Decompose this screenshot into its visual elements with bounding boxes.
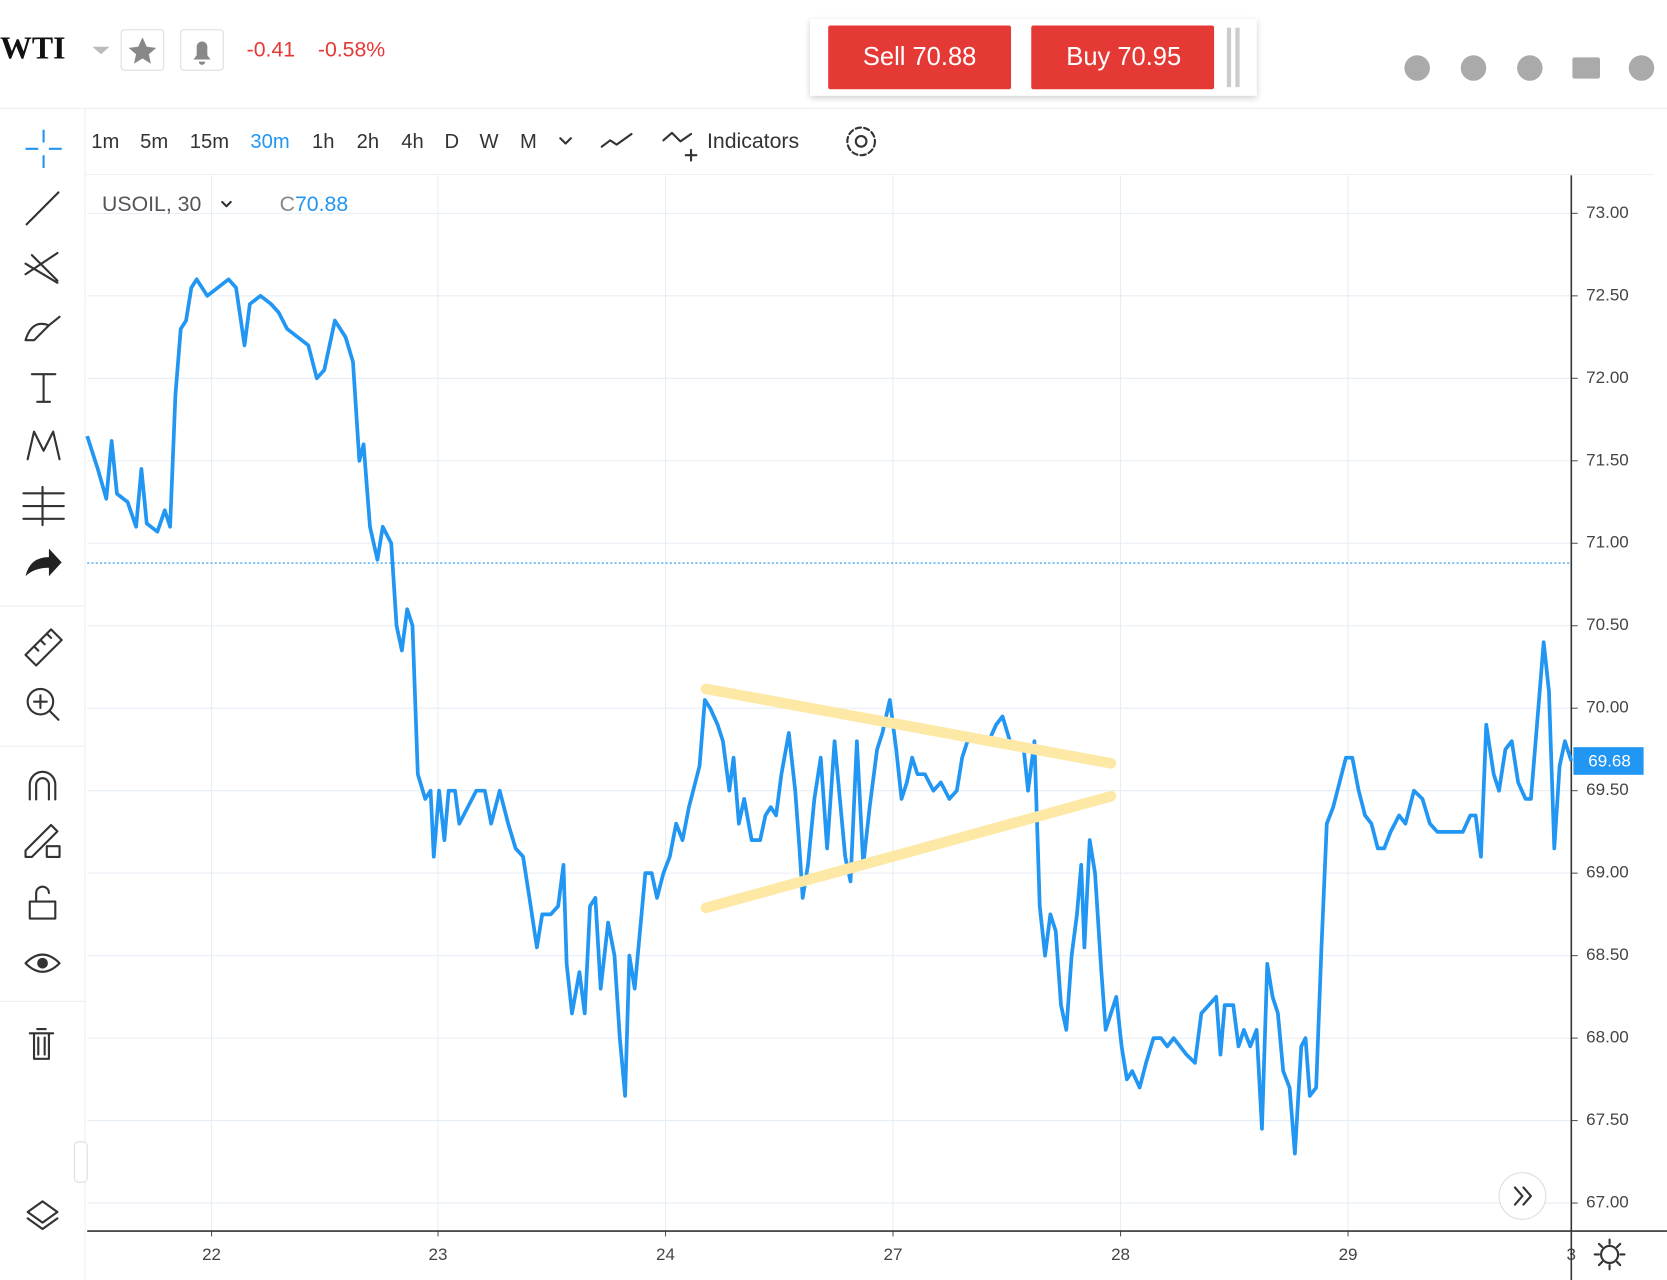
close-prefix: C xyxy=(280,192,295,216)
y-tick-label: 67.00 xyxy=(1586,1193,1629,1212)
last-price-label: 69.68 xyxy=(1588,752,1631,771)
y-tick-label: 71.50 xyxy=(1586,450,1629,469)
collapse-button[interactable] xyxy=(73,1141,88,1183)
scroll-to-realtime[interactable] xyxy=(1498,1172,1547,1220)
buy-button[interactable] xyxy=(1031,25,1215,90)
y-tick-label: 70.00 xyxy=(1586,698,1629,717)
timeframe-button[interactable]: 15m xyxy=(190,131,229,153)
layers-tool[interactable] xyxy=(26,1200,59,1231)
timeframe-button[interactable]: 2h xyxy=(357,131,379,153)
y-tick-label: 72.50 xyxy=(1586,285,1629,304)
text-tool[interactable] xyxy=(30,373,57,403)
timeframe-button-active[interactable]: 30m xyxy=(250,131,289,153)
drawing-toolbar xyxy=(0,108,88,1280)
lock-drawings-tool[interactable] xyxy=(24,823,61,858)
y-tick-label: 73.00 xyxy=(1586,203,1629,222)
magnet-tool[interactable] xyxy=(28,770,57,801)
crosshair-tool[interactable] xyxy=(25,129,62,168)
timeframe-dropdown[interactable] xyxy=(559,137,572,145)
symbol-dropdown[interactable] xyxy=(92,46,110,55)
drag-handle[interactable] xyxy=(1226,27,1240,88)
x-tick-label: 29 xyxy=(1339,1245,1358,1264)
triangle-drawing[interactable] xyxy=(700,683,1117,914)
axis-settings[interactable] xyxy=(1593,1238,1626,1271)
last-price-tag xyxy=(1573,747,1644,775)
x-tick-label: 28 xyxy=(1111,1245,1130,1264)
timeframe-button[interactable]: 5m xyxy=(140,131,168,153)
close-value: 70.88 xyxy=(295,192,348,216)
bell-icon xyxy=(193,41,211,65)
y-tick-label: 67.50 xyxy=(1586,1110,1629,1129)
compass-icon[interactable] xyxy=(1460,55,1487,81)
chart-type-button[interactable] xyxy=(600,132,633,148)
buy-label: Buy 70.95 xyxy=(1066,43,1181,71)
icon-tool[interactable] xyxy=(25,548,62,577)
timeframe-button[interactable]: 1h xyxy=(312,131,334,153)
sell-label: Sell 70.88 xyxy=(863,43,976,71)
indicators-icon xyxy=(662,131,698,162)
y-tick-label: 69.50 xyxy=(1586,780,1629,799)
chart-icon[interactable] xyxy=(1404,55,1430,81)
y-tick-label: 68.00 xyxy=(1586,1028,1629,1047)
y-tick-label: 68.50 xyxy=(1586,945,1629,964)
instrument-dropdown[interactable] xyxy=(221,200,232,208)
indicators-button[interactable]: Indicators xyxy=(707,129,799,153)
settings-button[interactable] xyxy=(846,126,877,157)
timeframe-button[interactable]: W xyxy=(480,131,499,153)
clock-icon[interactable] xyxy=(1517,55,1543,81)
timeframe-button[interactable]: M xyxy=(520,131,537,153)
star-icon xyxy=(128,37,157,64)
header: WTI -0.41 -0.58% Sell 70.88 Buy 70.95 xyxy=(0,19,1667,109)
price-change-percent: -0.58% xyxy=(318,38,385,62)
header-icons xyxy=(1404,55,1655,81)
x-tick-label: 23 xyxy=(429,1245,448,1264)
zoom-tool[interactable] xyxy=(26,687,60,721)
y-tick-label: 70.50 xyxy=(1586,615,1629,634)
y-tick-label: 69.00 xyxy=(1586,863,1629,882)
calendar-icon[interactable] xyxy=(1572,57,1601,79)
visibility-tool[interactable] xyxy=(24,953,61,973)
symbol: WTI xyxy=(0,30,66,65)
brush-tool[interactable] xyxy=(24,315,61,342)
prediction-tool[interactable] xyxy=(22,485,65,527)
timeframe-button[interactable]: 1m xyxy=(91,131,119,153)
fib-tool[interactable] xyxy=(24,251,59,284)
y-tick-label: 71.00 xyxy=(1586,533,1629,552)
timeframe-button[interactable]: D xyxy=(445,131,460,153)
timeframe-button[interactable]: 4h xyxy=(401,131,423,153)
y-tick-label: 72.00 xyxy=(1586,368,1629,387)
ruler-tool[interactable] xyxy=(24,628,63,667)
unlock-tool[interactable] xyxy=(28,885,57,920)
close-legend: C70.88 xyxy=(280,192,349,216)
pattern-tool[interactable] xyxy=(26,430,61,461)
trash-tool[interactable] xyxy=(28,1028,55,1060)
timeframe-toolbar: 1m 5m 15m 30m 1h 2h 4h D W M Indicators xyxy=(85,126,1654,175)
x-tick-label: 27 xyxy=(884,1245,903,1264)
price-change: -0.41 xyxy=(247,38,295,62)
trendline-tool[interactable] xyxy=(25,191,60,226)
info-icon[interactable] xyxy=(1628,55,1655,81)
x-tick-label: 24 xyxy=(656,1245,675,1264)
instrument-legend: USOIL, 30 xyxy=(102,192,201,216)
x-tick-label: 22 xyxy=(202,1245,221,1264)
sell-button[interactable] xyxy=(828,25,1012,90)
